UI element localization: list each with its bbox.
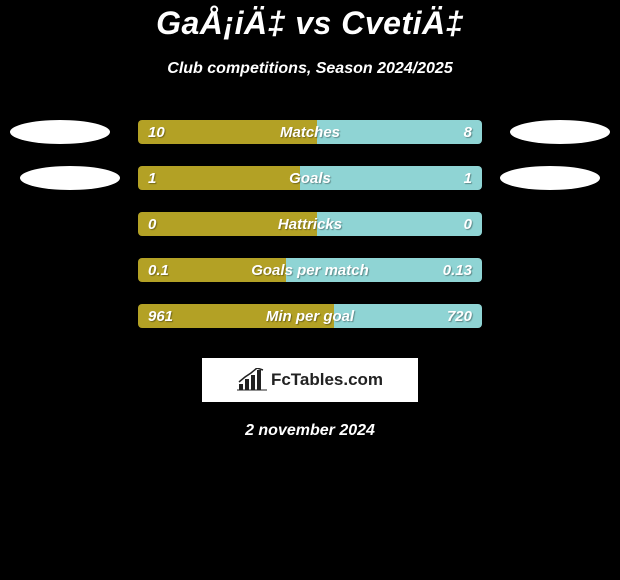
player-ellipse-right xyxy=(510,120,610,144)
stats-rows: 10Matches81Goals10Hattricks00.1Goals per… xyxy=(0,120,620,328)
stat-row: 0 Hattricks 0 xyxy=(0,212,620,236)
stat-bar: 0 Hattricks 0 xyxy=(138,212,482,236)
stat-label: Min per goal xyxy=(266,304,354,328)
logo-box[interactable]: FcTables.com xyxy=(202,358,418,402)
stat-bar: 1 Goals 1 xyxy=(138,166,482,190)
stat-value-right: 1 xyxy=(464,166,472,190)
stat-row: 10 Matches 8 xyxy=(0,120,620,144)
page-title: GaÅ¡iÄ‡ vs CvetiÄ‡ xyxy=(0,5,620,42)
stat-value-left: 0 xyxy=(148,212,156,236)
stat-bar: 0.1 Goals per match 0.13 xyxy=(138,258,482,282)
bar-segment-right xyxy=(317,120,482,144)
stat-bar: 10 Matches 8 xyxy=(138,120,482,144)
player-ellipse-left xyxy=(10,120,110,144)
stat-label: Matches xyxy=(280,120,340,144)
player-ellipse-right xyxy=(500,166,600,190)
chart-icon xyxy=(237,368,267,392)
stat-value-right: 0 xyxy=(464,212,472,236)
stat-value-left: 10 xyxy=(148,120,165,144)
stat-label: Goals per match xyxy=(251,258,369,282)
stat-label: Hattricks xyxy=(278,212,342,236)
stat-value-right: 8 xyxy=(464,120,472,144)
subtitle: Club competitions, Season 2024/2025 xyxy=(0,60,620,78)
bar-segment-left xyxy=(138,166,300,190)
date-text: 2 november 2024 xyxy=(0,422,620,440)
player-ellipse-left xyxy=(20,166,120,190)
stat-row: 961 Min per goal 720 xyxy=(0,304,620,328)
stat-value-left: 961 xyxy=(148,304,173,328)
stat-label: Goals xyxy=(289,166,331,190)
logo-text: FcTables.com xyxy=(271,370,383,390)
stat-row: 0.1 Goals per match 0.13 xyxy=(0,258,620,282)
stat-value-right: 0.13 xyxy=(443,258,472,282)
stat-value-right: 720 xyxy=(447,304,472,328)
stat-row: 1 Goals 1 xyxy=(0,166,620,190)
stat-value-left: 0.1 xyxy=(148,258,169,282)
stat-bar: 961 Min per goal 720 xyxy=(138,304,482,328)
stat-value-left: 1 xyxy=(148,166,156,190)
main-container: GaÅ¡iÄ‡ vs CvetiÄ‡ Club competitions, Se… xyxy=(0,0,620,440)
